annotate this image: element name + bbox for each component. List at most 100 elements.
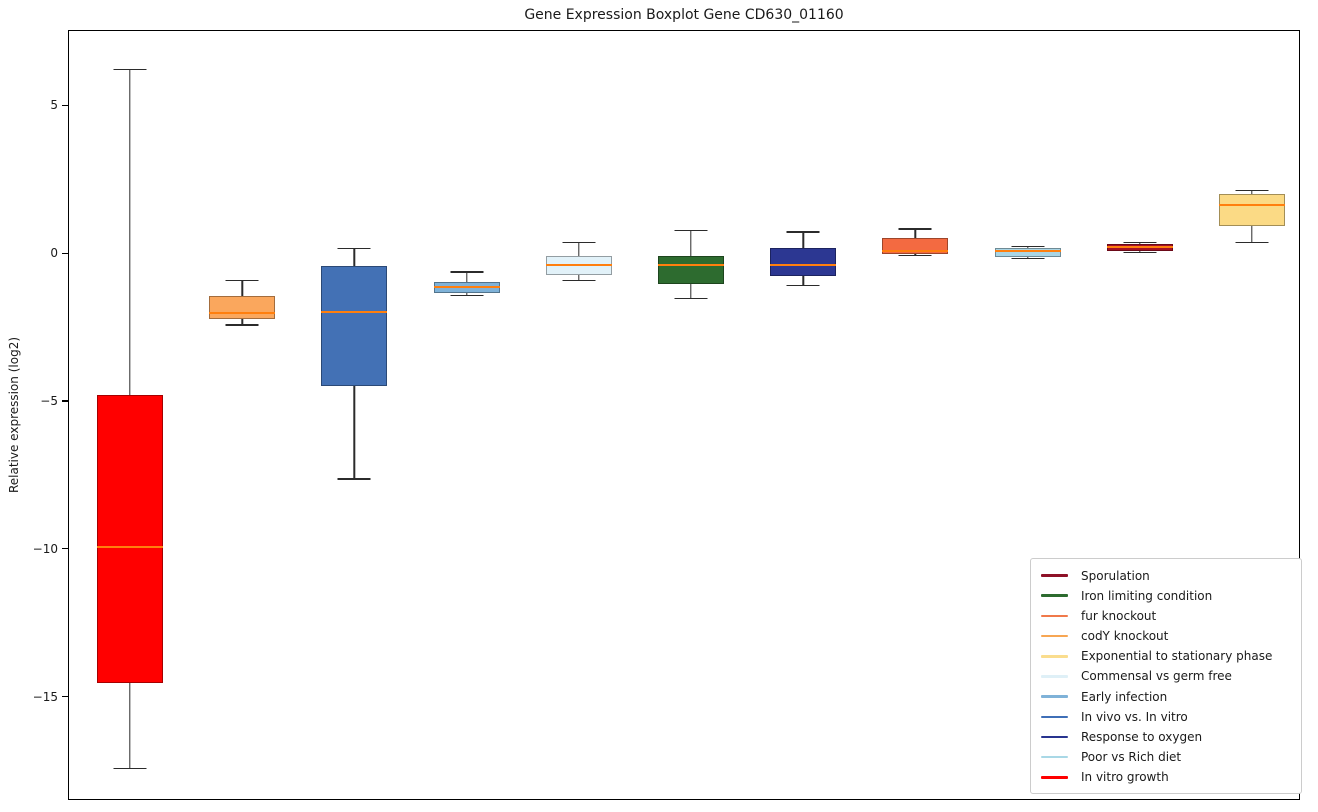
median-line: [433, 285, 500, 288]
lower-whisker: [129, 682, 131, 769]
legend-color-line: [1041, 654, 1068, 658]
median-line: [658, 263, 724, 266]
lower-whisker-cap: [562, 280, 596, 282]
legend-label: Poor vs Rich diet: [1081, 750, 1182, 765]
lower-whisker: [353, 385, 356, 479]
lower-whisker: [1251, 226, 1253, 243]
legend-color-line: [1041, 695, 1068, 698]
y-tick-mark: [62, 104, 68, 106]
legend-label: Early infection: [1081, 689, 1168, 704]
upper-whisker-cap: [113, 68, 147, 71]
lower-whisker: [914, 254, 917, 256]
legend-item: Response to oxygen: [1041, 728, 1291, 747]
legend-item: Commensal vs germ free: [1041, 667, 1291, 686]
median-line: [1106, 245, 1173, 248]
upper-whisker: [241, 280, 243, 296]
upper-whisker-cap: [450, 271, 484, 273]
lower-whisker: [802, 276, 804, 286]
iqr-box: [882, 237, 949, 255]
y-tick-mark: [62, 252, 68, 254]
y-axis-label: Relative expression (log2): [7, 336, 21, 494]
legend-color-line: [1041, 594, 1068, 597]
legend-label: Commensal vs germ free: [1081, 669, 1232, 684]
iqr-box: [97, 394, 163, 683]
upper-whisker: [578, 242, 580, 256]
median-line: [994, 250, 1061, 253]
legend-item: Early infection: [1041, 687, 1291, 706]
upper-whisker-cap: [1123, 241, 1157, 244]
upper-whisker: [1026, 246, 1029, 249]
upper-whisker: [1139, 242, 1141, 244]
median-line: [321, 310, 388, 313]
legend-item: Poor vs Rich diet: [1041, 748, 1291, 767]
y-tick-label: −15: [32, 689, 58, 704]
lower-whisker-cap: [674, 297, 708, 300]
lower-whisker-cap: [898, 254, 932, 257]
legend-item: codY knockout: [1041, 627, 1291, 646]
legend-color-line: [1041, 755, 1068, 759]
lower-whisker-cap: [225, 324, 259, 326]
y-tick-label: 0: [50, 246, 58, 261]
lower-whisker-cap: [786, 284, 820, 286]
lower-whisker-cap: [1011, 257, 1045, 260]
y-tick-label: 5: [50, 98, 58, 113]
upper-whisker-cap: [1235, 189, 1269, 192]
median-line: [770, 263, 837, 266]
iqr-box: [658, 255, 724, 284]
plot-area: [68, 30, 1300, 800]
upper-whisker: [914, 229, 917, 238]
median-line: [97, 545, 163, 548]
legend-item: Sporulation: [1041, 566, 1291, 585]
upper-whisker-cap: [1011, 246, 1045, 248]
iqr-box: [209, 295, 276, 320]
lower-whisker-cap: [450, 294, 484, 297]
legend-label: In vivo vs. In vitro: [1081, 709, 1188, 724]
legend-label: Response to oxygen: [1081, 730, 1203, 744]
y-tick-mark: [62, 548, 68, 550]
legend-color-line: [1041, 776, 1068, 779]
median-line: [545, 263, 612, 266]
upper-whisker: [802, 231, 804, 249]
lower-whisker-cap: [1123, 251, 1157, 254]
iqr-box: [994, 248, 1061, 258]
legend-color-line: [1041, 634, 1068, 638]
legend-color-line: [1041, 735, 1068, 739]
legend-item: Exponential to stationary phase: [1041, 647, 1291, 666]
median-line: [882, 250, 949, 253]
upper-whisker: [465, 271, 468, 283]
legend-label: fur knockout: [1081, 608, 1157, 623]
lower-whisker: [465, 292, 468, 296]
lower-whisker: [1026, 257, 1029, 259]
chart-title: Gene Expression Boxplot Gene CD630_01160: [524, 7, 844, 23]
lower-whisker-cap: [337, 478, 371, 480]
legend-color-line: [1041, 715, 1068, 719]
legend-label: codY knockout: [1081, 629, 1169, 644]
median-line: [209, 312, 276, 315]
legend: Sporulation Iron limiting condition fur kn…: [1030, 558, 1302, 794]
upper-whisker: [1251, 190, 1253, 194]
legend-color-line: [1041, 614, 1068, 618]
upper-whisker: [690, 230, 692, 256]
upper-whisker-cap: [898, 228, 932, 230]
upper-whisker: [353, 248, 356, 266]
legend-label: Sporulation: [1081, 568, 1150, 583]
lower-whisker-cap: [113, 767, 147, 770]
iqr-box: [770, 248, 837, 277]
legend-label: In vitro growth: [1081, 770, 1169, 785]
legend-item: In vivo vs. In vitro: [1041, 707, 1291, 726]
legend-label: Iron limiting condition: [1081, 588, 1213, 603]
upper-whisker-cap: [786, 231, 820, 233]
upper-whisker-cap: [225, 280, 259, 282]
iqr-box: [1219, 193, 1285, 227]
upper-whisker-cap: [674, 229, 708, 232]
legend-color-line: [1041, 574, 1068, 577]
iqr-box: [321, 265, 388, 386]
lower-whisker: [578, 274, 580, 281]
median-line: [1219, 204, 1285, 207]
lower-whisker: [241, 319, 243, 326]
y-tick-mark: [62, 400, 68, 402]
lower-whisker: [690, 283, 692, 299]
lower-whisker-cap: [1235, 241, 1269, 244]
legend-color-line: [1041, 675, 1068, 678]
